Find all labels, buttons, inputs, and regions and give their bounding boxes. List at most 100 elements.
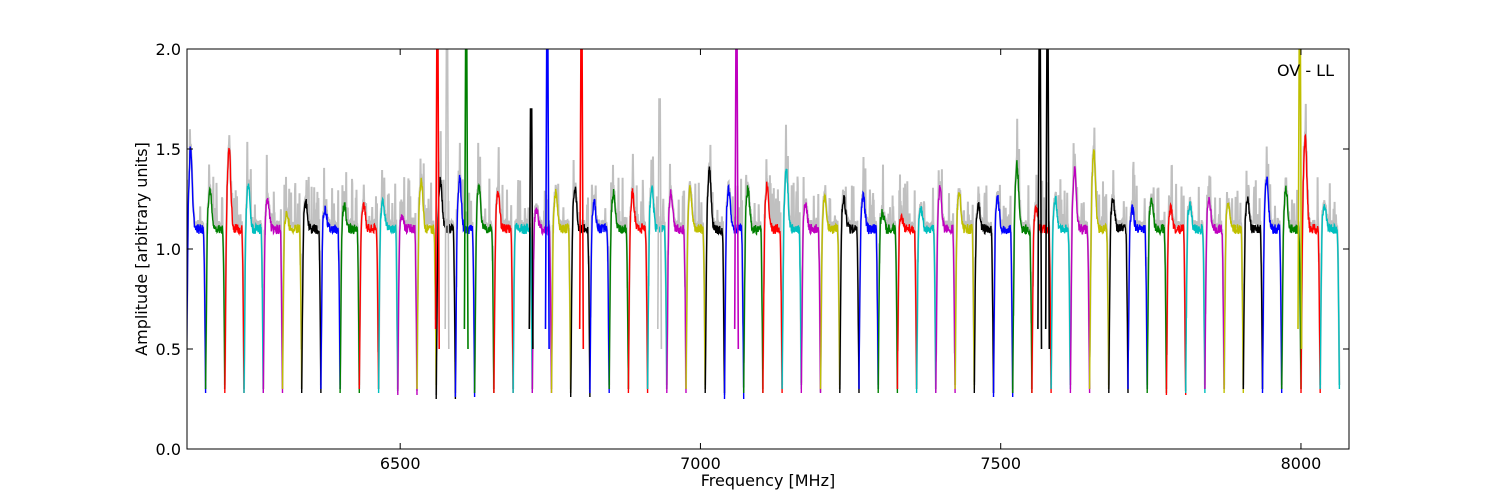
y-axis-label: Amplitude [arbitrary units]	[132, 142, 151, 356]
background-channel-5	[281, 176, 303, 386]
spike-line-4	[544, 49, 550, 350]
channel-line-23	[627, 188, 649, 394]
channel-line-41	[973, 202, 995, 394]
channel-line-30	[762, 181, 783, 394]
channel-line-43	[1012, 160, 1033, 394]
channel-line-58	[1300, 133, 1321, 394]
background-channel-16	[492, 147, 515, 390]
spike-line-9	[1044, 49, 1051, 350]
channel-line-49	[1127, 204, 1148, 390]
x-tick-label: 7000	[680, 454, 721, 473]
channel-line-26	[685, 185, 706, 390]
channel-line-29	[743, 185, 764, 394]
channel-line-37	[896, 212, 918, 390]
x-axis-label: Frequency [MHz]	[701, 471, 835, 490]
channel-line-40	[954, 192, 975, 390]
channel-line-47	[1088, 149, 1110, 390]
x-axis-ticks: 6500 7000 7500 8000	[380, 49, 1321, 473]
background-channel-46	[1069, 143, 1091, 390]
x-tick-label: 8000	[1281, 454, 1322, 473]
background-channel-56	[1261, 146, 1283, 390]
channel-line-34	[839, 195, 860, 394]
channel-line-7	[320, 205, 341, 390]
background-channel-15	[473, 142, 495, 390]
y-tick-label: 1.0	[156, 240, 181, 259]
channel-series-group	[187, 133, 1341, 400]
channel-line-56	[1261, 176, 1283, 394]
channel-line-55	[1242, 196, 1264, 390]
channel-line-48	[1108, 198, 1129, 394]
channel-line-0	[187, 146, 207, 394]
channel-line-46	[1069, 165, 1091, 394]
x-tick-label: 6500	[380, 454, 421, 473]
channel-line-52	[1184, 201, 1206, 394]
channel-line-36	[877, 209, 899, 394]
background-channel-50	[1146, 187, 1168, 390]
background-channel-51	[1165, 164, 1187, 392]
background-channel-53	[1203, 175, 1226, 386]
background-channel-33	[819, 185, 841, 386]
y-tick-label: 0.0	[156, 440, 181, 459]
channel-line-42	[992, 194, 1014, 398]
channel-line-5	[281, 210, 303, 390]
channel-line-11	[397, 214, 418, 396]
channel-line-2	[224, 147, 245, 394]
background-channel-35	[858, 156, 880, 386]
channel-line-32	[800, 202, 822, 394]
background-channel-52	[1184, 186, 1206, 390]
panel-annotation: OV - LL	[1277, 61, 1334, 80]
background-channel-37	[896, 174, 918, 386]
background-channel-24	[646, 156, 668, 386]
spike-line-2	[463, 49, 469, 350]
y-axis-ticks: 0.0 0.5 1.0 1.5 2.0	[156, 40, 1349, 459]
channel-line-59	[1319, 204, 1341, 390]
channel-line-24	[646, 184, 668, 390]
background-channel-42	[992, 184, 1014, 394]
background-channel-54	[1223, 190, 1245, 390]
channel-line-38	[915, 206, 937, 394]
y-tick-label: 0.5	[156, 340, 181, 359]
channel-line-54	[1223, 202, 1245, 394]
background-channel-23	[627, 153, 649, 390]
channel-line-39	[935, 185, 956, 394]
channel-line-4	[262, 197, 284, 394]
channel-line-19	[550, 188, 572, 394]
y-tick-label: 2.0	[156, 40, 181, 59]
spike-line-10	[1297, 49, 1303, 350]
background-channel-49	[1127, 161, 1149, 386]
channel-line-16	[493, 190, 514, 394]
channel-line-1	[204, 186, 226, 390]
channel-line-6	[301, 198, 322, 394]
background-channel-36	[877, 164, 899, 390]
channel-line-33	[819, 192, 841, 390]
spike-line-7	[733, 49, 740, 350]
spike-line-1	[444, 49, 450, 350]
spike-line-3	[528, 108, 534, 350]
channel-line-28	[723, 183, 745, 400]
background-channel-10	[377, 169, 399, 390]
channel-line-12	[416, 177, 437, 390]
channel-line-10	[377, 196, 399, 394]
spike-series-group	[434, 49, 1303, 350]
spike-line-8	[1037, 49, 1043, 350]
background-channel-55	[1242, 170, 1264, 386]
spike-line-6	[656, 98, 663, 350]
background-channel-8	[339, 172, 361, 390]
x-tick-label: 7500	[980, 454, 1021, 473]
background-channel-6	[300, 176, 322, 390]
channel-line-22	[608, 188, 630, 390]
background-channel-31	[781, 124, 803, 386]
channel-line-50	[1146, 197, 1168, 394]
channel-line-51	[1165, 201, 1187, 396]
channel-line-8	[339, 202, 360, 394]
background-channel-40	[954, 187, 976, 386]
channel-line-35	[858, 190, 879, 390]
channel-line-27	[704, 166, 726, 394]
channel-line-9	[358, 202, 380, 390]
background-channel-11	[396, 177, 418, 392]
background-channel-43	[1011, 118, 1033, 390]
channel-line-31	[781, 168, 802, 390]
spike-line-5	[578, 49, 585, 350]
background-channel-3	[243, 141, 265, 390]
channel-line-53	[1204, 196, 1225, 390]
